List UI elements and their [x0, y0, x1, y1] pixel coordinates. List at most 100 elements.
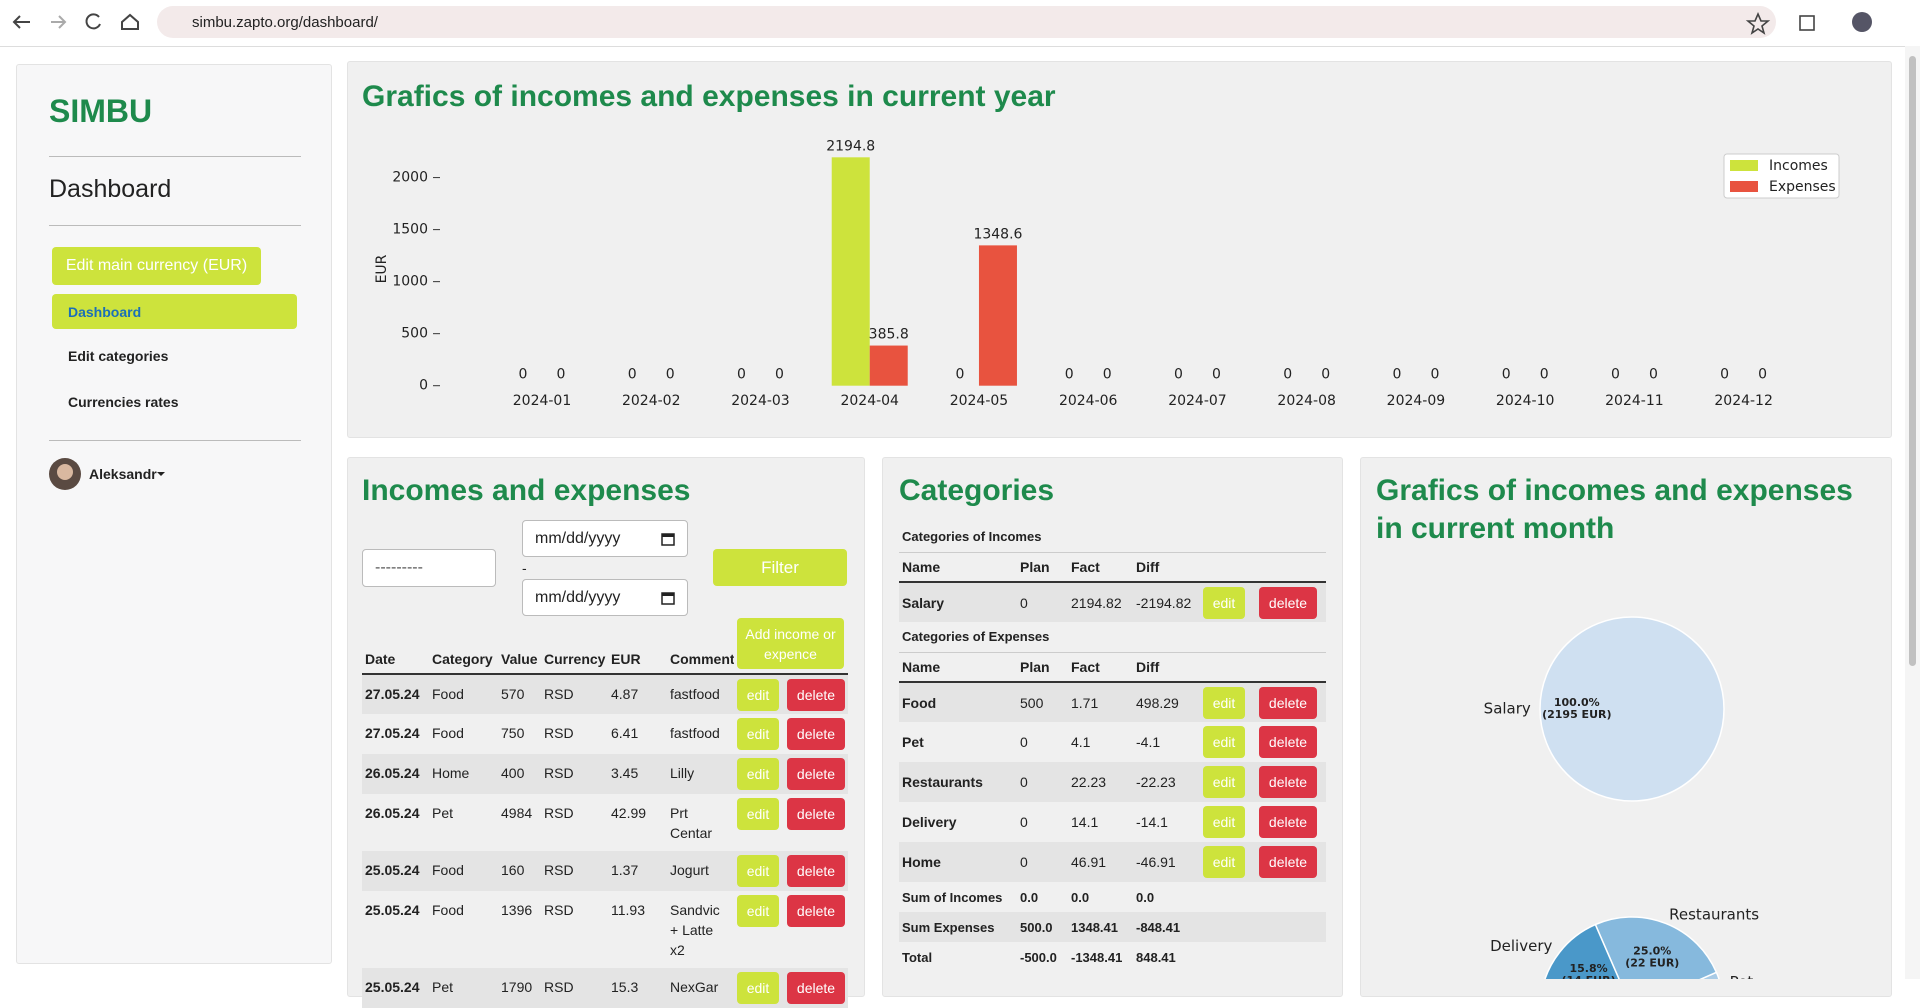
- edit-button[interactable]: edit: [1203, 766, 1245, 798]
- forward-icon[interactable]: [51, 15, 67, 29]
- bookmark-icon[interactable]: [1745, 11, 1771, 35]
- cell: 0.0: [1071, 889, 1090, 905]
- back-icon[interactable]: [12, 15, 30, 29]
- cell: 46.91: [1071, 854, 1107, 870]
- date-placeholder: mm/dd/yyyy: [535, 588, 621, 606]
- cell: NexGar: [670, 979, 719, 995]
- section-row: Categories of Incomes: [899, 522, 1327, 552]
- edit-button[interactable]: edit: [737, 972, 779, 1004]
- edit-button[interactable]: edit: [737, 718, 779, 750]
- cell: 848.41: [1136, 949, 1176, 965]
- delete-button[interactable]: delete: [1259, 686, 1317, 719]
- edit-button[interactable]: edit: [737, 679, 779, 711]
- sidebar-title: Dashboard: [49, 175, 172, 203]
- total-row: Sum of Incomes 0.0 0.0 0.0: [899, 882, 1326, 912]
- category-select[interactable]: ---------: [362, 549, 496, 587]
- actions: delete: [1256, 802, 1326, 842]
- cell: Prt Centar: [670, 805, 713, 841]
- edit-button[interactable]: edit: [737, 758, 779, 790]
- cell: -22.23: [1136, 774, 1176, 790]
- delete-button[interactable]: delete: [1259, 806, 1317, 838]
- delete-button[interactable]: delete: [1259, 846, 1317, 878]
- column-header: Date: [365, 651, 396, 667]
- extensions-icon[interactable]: [1799, 15, 1815, 31]
- actions: edit: [1200, 842, 1256, 882]
- scrollbar[interactable]: [1905, 46, 1920, 979]
- header-cell: Add income or expence: [734, 618, 848, 674]
- delete-button[interactable]: delete: [1259, 726, 1317, 758]
- add-button[interactable]: Add income or expence: [737, 618, 844, 669]
- delete-button[interactable]: delete: [787, 679, 845, 711]
- actions: edit delete: [734, 674, 848, 714]
- cell: 500: [1020, 694, 1044, 711]
- column-header: Diff: [1136, 658, 1160, 675]
- edit-button[interactable]: edit: [1203, 846, 1245, 878]
- delete-button[interactable]: delete: [787, 718, 845, 750]
- cell: 26.05.24: [365, 805, 420, 821]
- scrollbar-thumb[interactable]: [1909, 56, 1916, 666]
- actions: edit delete: [734, 891, 848, 968]
- transaction-row: 26.05.24 Pet 4984 RSD 42.99 Prt Centar edit del…: [362, 794, 848, 851]
- cell: 0.0: [1020, 889, 1039, 905]
- brand[interactable]: SIMBU: [49, 93, 153, 129]
- categories-table: Categories of Incomes Name Plan Fact Diff Sal…: [899, 522, 1327, 972]
- user-menu[interactable]: Aleksandr: [89, 466, 157, 482]
- cell: Food: [432, 862, 464, 878]
- edit-button[interactable]: edit: [1203, 806, 1245, 838]
- cell: Home: [902, 854, 941, 870]
- nav-active[interactable]: Dashboard: [52, 294, 297, 329]
- column-header: Name: [902, 658, 941, 675]
- delete-button[interactable]: delete: [787, 798, 845, 830]
- filter-button[interactable]: Filter: [713, 549, 847, 586]
- delete-button[interactable]: delete: [787, 972, 845, 1004]
- delete-button[interactable]: delete: [787, 855, 845, 887]
- nav-link[interactable]: Currencies rates: [68, 394, 179, 410]
- delete-button[interactable]: delete: [1259, 586, 1317, 619]
- header-row: Date Category Value Currency EUR Comment Add i…: [362, 618, 848, 674]
- cell: 27.05.24: [365, 725, 420, 741]
- edit-button[interactable]: edit: [1203, 726, 1245, 758]
- actions: edit delete: [734, 754, 848, 794]
- cell: fastfood: [670, 725, 720, 741]
- edit-button[interactable]: edit: [737, 855, 779, 887]
- edit-button[interactable]: edit: [1203, 686, 1245, 719]
- nav-link[interactable]: Dashboard: [68, 304, 142, 320]
- edit-button[interactable]: edit: [737, 895, 779, 927]
- nav-link[interactable]: Edit categories: [68, 348, 169, 364]
- cell: [1200, 942, 1326, 972]
- delete-button[interactable]: delete: [787, 895, 845, 927]
- cell: 3.45: [611, 765, 639, 781]
- cell: -848.41: [1136, 919, 1181, 935]
- address-bar[interactable]: simbu.zapto.org/dashboard/: [157, 6, 1776, 38]
- transaction-row: 27.05.24 Food 750 RSD 6.41 fastfood edit delete: [362, 714, 848, 754]
- category-row: Food 500 1.71 498.29 edit delete: [899, 682, 1327, 722]
- cell: Restaurants: [902, 774, 983, 790]
- calendar-icon: [661, 592, 675, 605]
- column-header: Fact: [1071, 658, 1100, 675]
- delete-button[interactable]: delete: [1259, 766, 1317, 798]
- chart-title: Grafics of incomes and expenses in curre…: [362, 80, 1056, 113]
- edit-button[interactable]: edit: [1203, 586, 1245, 619]
- cell: 14.1: [1071, 814, 1099, 830]
- transactions-table: Date Category Value Currency EUR Comment Add i…: [362, 618, 848, 1008]
- cell: 1396: [501, 902, 533, 918]
- cell: 1.37: [611, 862, 639, 878]
- reload-icon[interactable]: [85, 13, 101, 30]
- divider: [49, 156, 301, 157]
- section-heading: Categories of Incomes: [902, 529, 1042, 545]
- cell: -4.1: [1136, 734, 1161, 750]
- home-icon[interactable]: [121, 13, 139, 30]
- cell: 400: [501, 765, 525, 781]
- profile-icon[interactable]: [1852, 12, 1872, 32]
- caret: [157, 472, 165, 476]
- cell: RSD: [544, 979, 574, 995]
- date-to[interactable]: mm/dd/yyyy: [522, 579, 688, 616]
- column-header: Value: [501, 651, 538, 667]
- currency-button[interactable]: Edit main currency (EUR): [52, 247, 261, 285]
- header-cell: [1200, 652, 1326, 682]
- edit-button[interactable]: edit: [737, 798, 779, 830]
- avatar[interactable]: [48, 457, 82, 491]
- date-from[interactable]: mm/dd/yyyy: [522, 520, 688, 557]
- cell: 22.23: [1071, 774, 1107, 790]
- delete-button[interactable]: delete: [787, 758, 845, 790]
